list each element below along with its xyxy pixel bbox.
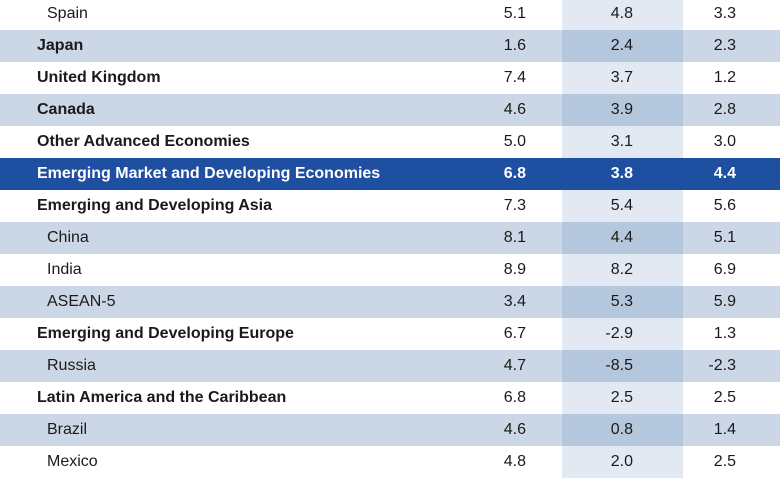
table-row: Mexico 4.8 2.0 2.5 — [0, 446, 780, 478]
shaded-column-cell — [562, 254, 683, 286]
value-cell-v1: 7.4 — [503, 69, 526, 86]
value-cell-v3: 4.4 — [713, 165, 736, 182]
shaded-column-cell — [562, 126, 683, 158]
value-cell-v3: 5.6 — [713, 197, 736, 214]
value-cell-v2: 3.9 — [610, 101, 633, 118]
row-label: Spain — [47, 5, 88, 22]
value-cell-v2: 3.1 — [610, 133, 633, 150]
value-cell-v3: 6.9 — [713, 261, 736, 278]
value-cell-v3: 2.3 — [713, 37, 736, 54]
value-cell-v3: 1.2 — [713, 69, 736, 86]
row-label: Latin America and the Caribbean — [37, 389, 287, 406]
row-label: India — [47, 261, 82, 278]
table-row: India 8.9 8.2 6.9 — [0, 254, 780, 286]
value-cell-v2: -8.5 — [605, 357, 633, 374]
value-cell-v3: -2.3 — [708, 357, 736, 374]
shaded-column-cell — [562, 414, 683, 446]
table-row: Emerging and Developing Europe 6.7 -2.9 1.3 — [0, 318, 780, 350]
shaded-column-cell — [562, 286, 683, 318]
table-row: Russia 4.7 -8.5 -2.3 — [0, 350, 780, 382]
value-cell-v1: 6.8 — [503, 165, 526, 182]
value-cell-v2: 2.4 — [610, 37, 633, 54]
value-cell-v3: 5.9 — [713, 293, 736, 310]
value-cell-v1: 6.7 — [503, 325, 526, 342]
shaded-column-cell — [562, 62, 683, 94]
value-cell-v2: 3.7 — [610, 69, 633, 86]
table-row: Other Advanced Economies 5.0 3.1 3.0 — [0, 126, 780, 158]
table-row: Emerging and Developing Asia 7.3 5.4 5.6 — [0, 190, 780, 222]
value-cell-v3: 2.8 — [713, 101, 736, 118]
value-cell-v1: 8.9 — [503, 261, 526, 278]
shaded-column-cell — [562, 350, 683, 382]
value-cell-v1: 4.6 — [503, 101, 526, 118]
table-row: ASEAN-5 3.4 5.3 5.9 — [0, 286, 780, 318]
shaded-column-cell — [562, 382, 683, 414]
value-cell-v2: 2.5 — [610, 389, 633, 406]
value-cell-v3: 1.3 — [713, 325, 736, 342]
row-label: Japan — [37, 37, 84, 54]
value-cell-v2: 4.4 — [610, 229, 633, 246]
row-label: Mexico — [47, 453, 98, 470]
table-row: Latin America and the Caribbean 6.8 2.5 2.5 — [0, 382, 780, 414]
table-row: China 8.1 4.4 5.1 — [0, 222, 780, 254]
row-label: Brazil — [47, 421, 88, 438]
value-cell-v3: 2.5 — [713, 453, 736, 470]
row-label: Emerging and Developing Asia — [37, 197, 273, 214]
row-label: Emerging Market and Developing Economies — [37, 165, 381, 182]
value-cell-v3: 3.3 — [713, 5, 736, 22]
table-row: Japan 1.6 2.4 2.3 — [0, 30, 780, 62]
shaded-column-cell — [562, 30, 683, 62]
row-label: Emerging and Developing Europe — [37, 325, 294, 342]
value-cell-v3: 1.4 — [713, 421, 736, 438]
table-row: Spain 5.1 4.8 3.3 — [0, 0, 780, 30]
value-cell-v1: 3.4 — [503, 293, 526, 310]
value-cell-v2: 2.0 — [610, 453, 633, 470]
value-cell-v3: 3.0 — [713, 133, 736, 150]
value-cell-v1: 4.7 — [503, 357, 526, 374]
row-label: ASEAN-5 — [47, 293, 116, 310]
table-row: Brazil 4.6 0.8 1.4 — [0, 414, 780, 446]
shaded-column-cell — [562, 190, 683, 222]
value-cell-v2: 8.2 — [610, 261, 633, 278]
value-cell-v3: 5.1 — [713, 229, 736, 246]
value-cell-v1: 4.8 — [503, 453, 526, 470]
table-row: Canada 4.6 3.9 2.8 — [0, 94, 780, 126]
value-cell-v2: 5.3 — [610, 293, 633, 310]
value-cell-v1: 7.3 — [503, 197, 526, 214]
value-cell-v1: 8.1 — [503, 229, 526, 246]
value-cell-v2: 0.8 — [610, 421, 633, 438]
shaded-column-cell — [562, 222, 683, 254]
row-label: Other Advanced Economies — [37, 133, 250, 150]
shaded-column-cell — [562, 0, 683, 30]
value-cell-v2: -2.9 — [605, 325, 633, 342]
value-cell-v3: 2.5 — [713, 389, 736, 406]
table-row: Emerging Market and Developing Economies… — [0, 158, 780, 190]
value-cell-v2: 4.8 — [610, 5, 633, 22]
row-label: Canada — [37, 101, 95, 118]
row-label: United Kingdom — [37, 69, 161, 86]
value-cell-v1: 5.0 — [503, 133, 526, 150]
value-cell-v1: 5.1 — [503, 5, 526, 22]
row-label: China — [47, 229, 89, 246]
shaded-column-cell — [562, 158, 683, 190]
shaded-column-cell — [562, 94, 683, 126]
row-label: Russia — [47, 357, 96, 374]
value-cell-v1: 1.6 — [503, 37, 526, 54]
value-cell-v1: 6.8 — [503, 389, 526, 406]
value-cell-v2: 3.8 — [610, 165, 633, 182]
shaded-column-cell — [562, 318, 683, 350]
table-row: United Kingdom 7.4 3.7 1.2 — [0, 62, 780, 94]
value-cell-v1: 4.6 — [503, 421, 526, 438]
value-cell-v2: 5.4 — [610, 197, 633, 214]
